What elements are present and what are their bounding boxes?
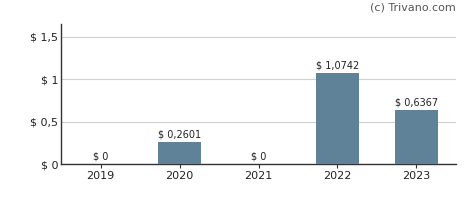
Bar	[158, 142, 201, 164]
Text: $ 0,6367: $ 0,6367	[395, 98, 438, 108]
Text: $ 0: $ 0	[251, 152, 266, 162]
Bar	[395, 110, 438, 164]
Bar	[316, 73, 359, 164]
Text: (c) Trivano.com: (c) Trivano.com	[370, 3, 456, 13]
Text: $ 0,2601: $ 0,2601	[158, 130, 201, 140]
Text: $ 1,0742: $ 1,0742	[316, 61, 359, 71]
Text: $ 0: $ 0	[93, 152, 109, 162]
